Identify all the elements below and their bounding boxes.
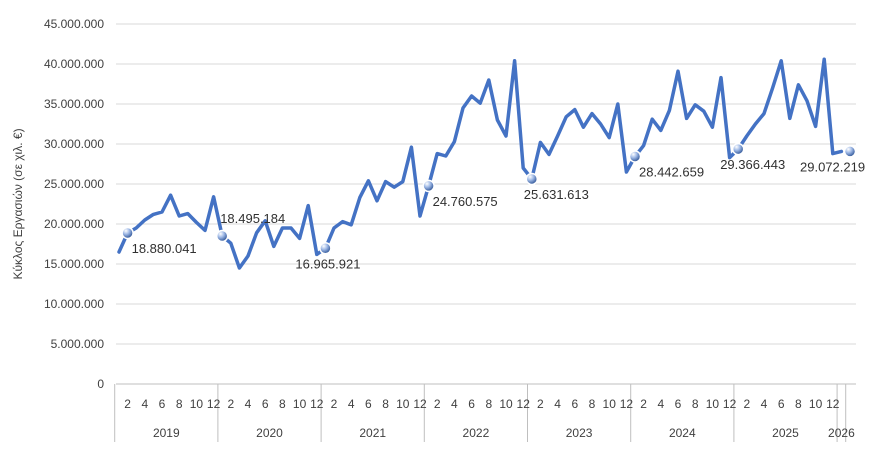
month-tick-label: 2	[227, 397, 234, 411]
data-point-marker	[525, 172, 539, 186]
month-tick-label: 10	[603, 397, 617, 411]
month-tick-label: 8	[795, 397, 802, 411]
month-tick-label: 12	[413, 397, 427, 411]
month-tick-label: 4	[451, 397, 458, 411]
y-tick-label: 25.000.000	[44, 177, 104, 191]
data-labels-group: 18.880.041 18.495.184 16.965.921 24.760.575…	[132, 157, 865, 271]
month-tick-label: 10	[706, 397, 720, 411]
month-tick-label: 4	[761, 397, 768, 411]
y-tick-label: 0	[97, 377, 104, 391]
data-point-marker	[628, 150, 642, 163]
y-tick-label: 35.000.000	[44, 97, 104, 111]
data-point-marker	[319, 242, 332, 255]
series-group	[117, 57, 844, 270]
month-tick-label: 6	[262, 397, 269, 411]
month-tick-label: 2	[124, 397, 131, 411]
month-tick-label: 12	[723, 397, 737, 411]
markers-group	[121, 142, 857, 255]
month-tick-label: 4	[141, 397, 148, 411]
data-label: 29.366.443	[720, 157, 785, 172]
y-tick-label: 10.000.000	[44, 297, 104, 311]
month-tick-label: 10	[293, 397, 307, 411]
month-tick-label: 6	[778, 397, 785, 411]
month-tick-label: 4	[348, 397, 355, 411]
month-tick-label: 10	[499, 397, 513, 411]
y-axis-ticks: 0 5.000.000 10.000.000 15.000.000 20.000.000…	[44, 17, 104, 391]
month-tick-label: 6	[571, 397, 578, 411]
year-label: 2025	[772, 426, 799, 440]
year-label: 2026	[828, 426, 855, 440]
month-tick-label: 8	[589, 397, 596, 411]
data-point-marker	[215, 229, 229, 243]
y-tick-label: 20.000.000	[44, 217, 104, 231]
data-point-marker	[731, 142, 745, 156]
month-tick-label: 2	[537, 397, 544, 411]
data-label: 18.495.184	[220, 211, 285, 226]
month-tick-label: 10	[396, 397, 410, 411]
month-tick-label: 8	[692, 397, 699, 411]
month-tick-label: 12	[620, 397, 634, 411]
y-tick-label: 40.000.000	[44, 57, 104, 71]
year-label: 2024	[669, 426, 696, 440]
month-tick-label: 12	[826, 397, 840, 411]
month-tick-label: 4	[245, 397, 252, 411]
month-tick-label: 2	[640, 397, 647, 411]
series-line	[117, 57, 844, 270]
month-tick-label: 4	[554, 397, 561, 411]
y-axis-label: Κύκλος Εργασιών (σε χιλ. €)	[11, 128, 25, 279]
month-tick-label: 6	[365, 397, 372, 411]
data-label: 25.631.613	[524, 187, 589, 202]
month-tick-label: 8	[382, 397, 389, 411]
year-label: 2022	[463, 426, 490, 440]
data-label: 28.442.659	[639, 164, 704, 179]
data-point-marker	[843, 145, 857, 158]
month-tick-label: 8	[176, 397, 183, 411]
year-label: 2019	[153, 426, 180, 440]
month-tick-label: 2	[434, 397, 441, 411]
year-label: 2020	[256, 426, 283, 440]
month-tick-label: 6	[159, 397, 166, 411]
data-point-marker	[422, 179, 435, 193]
y-tick-label: 5.000.000	[51, 337, 105, 351]
month-tick-label: 4	[657, 397, 664, 411]
month-tick-label: 12	[517, 397, 531, 411]
year-label: 2021	[359, 426, 386, 440]
month-tick-label: 2	[331, 397, 338, 411]
month-tick-label: 6	[468, 397, 475, 411]
gridlines	[116, 23, 856, 345]
data-label: 18.880.041	[132, 241, 197, 256]
month-tick-label: 10	[190, 397, 204, 411]
month-tick-label: 12	[310, 397, 324, 411]
y-tick-label: 45.000.000	[44, 17, 104, 31]
month-tick-label: 12	[207, 397, 221, 411]
data-label: 16.965.921	[295, 256, 360, 271]
month-tick-label: 6	[675, 397, 682, 411]
month-tick-label: 8	[279, 397, 286, 411]
month-tick-label: 8	[485, 397, 492, 411]
y-tick-label: 15.000.000	[44, 257, 104, 271]
year-label: 2023	[566, 426, 593, 440]
data-label: 29.072.219	[800, 159, 865, 174]
month-tick-label: 2	[743, 397, 750, 411]
month-tick-label: 10	[809, 397, 823, 411]
data-label: 24.760.575	[433, 194, 498, 209]
data-point-marker	[121, 226, 134, 240]
y-tick-label: 30.000.000	[44, 137, 104, 151]
